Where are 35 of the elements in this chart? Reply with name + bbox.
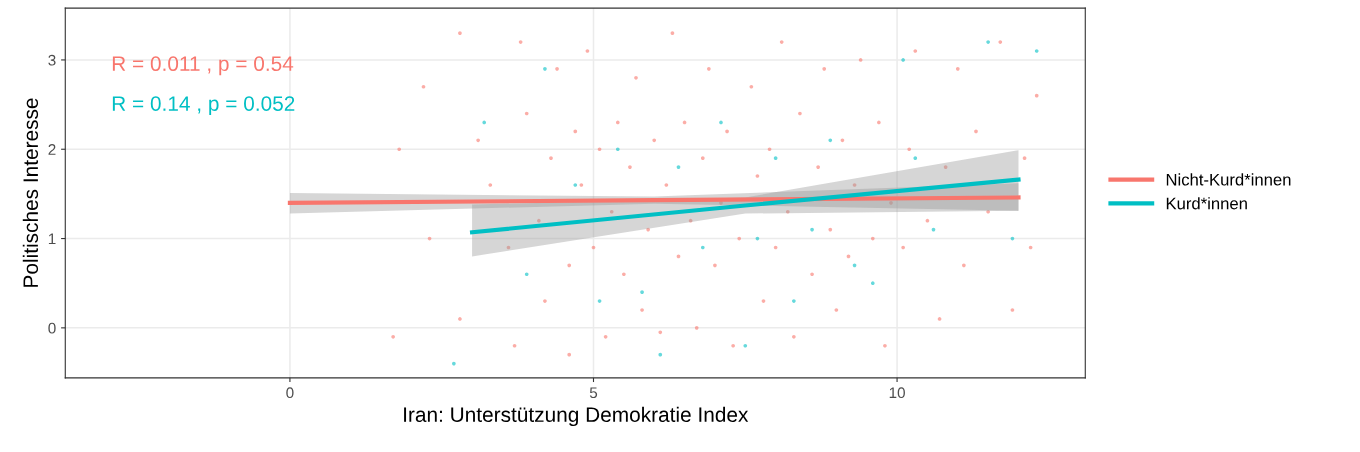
annotation: R = 0.14 , p = 0.052: [112, 96, 295, 116]
point: [828, 138, 833, 143]
point: [452, 361, 456, 366]
point: [676, 165, 681, 169]
point: [482, 120, 487, 125]
y-tick-label: 1: [48, 233, 56, 245]
point: [773, 156, 778, 161]
point: [901, 58, 905, 62]
point: [870, 281, 875, 286]
annotation: R = 0.011 , p = 0.54: [112, 56, 294, 76]
x-tick-label: 0: [286, 387, 294, 399]
point: [573, 183, 578, 187]
point: [810, 227, 814, 232]
legend-label: Kurd*innen: [1166, 197, 1247, 210]
y-axis-title: Politisches Interesse: [22, 98, 39, 287]
x-tick-label: 10: [889, 387, 905, 399]
point: [615, 147, 620, 152]
point: [543, 67, 547, 71]
y-tick-label: 2: [48, 144, 56, 155]
point: [1034, 49, 1039, 53]
point: [792, 299, 796, 303]
point: [524, 272, 529, 277]
point: [743, 343, 748, 348]
point: [640, 290, 644, 294]
x-tick-label: 5: [589, 387, 598, 399]
point: [700, 245, 705, 250]
x-axis-title: Iran: Unterstützung Demokratie Index: [404, 406, 749, 427]
y-tick-label: 0: [48, 322, 56, 334]
point: [913, 156, 918, 161]
legend-label: Nicht-Kurd*innen: [1166, 173, 1291, 186]
y-tick-label: 3: [48, 54, 56, 66]
point: [658, 352, 663, 357]
point: [719, 120, 723, 125]
point: [986, 40, 990, 44]
point: [597, 299, 602, 303]
